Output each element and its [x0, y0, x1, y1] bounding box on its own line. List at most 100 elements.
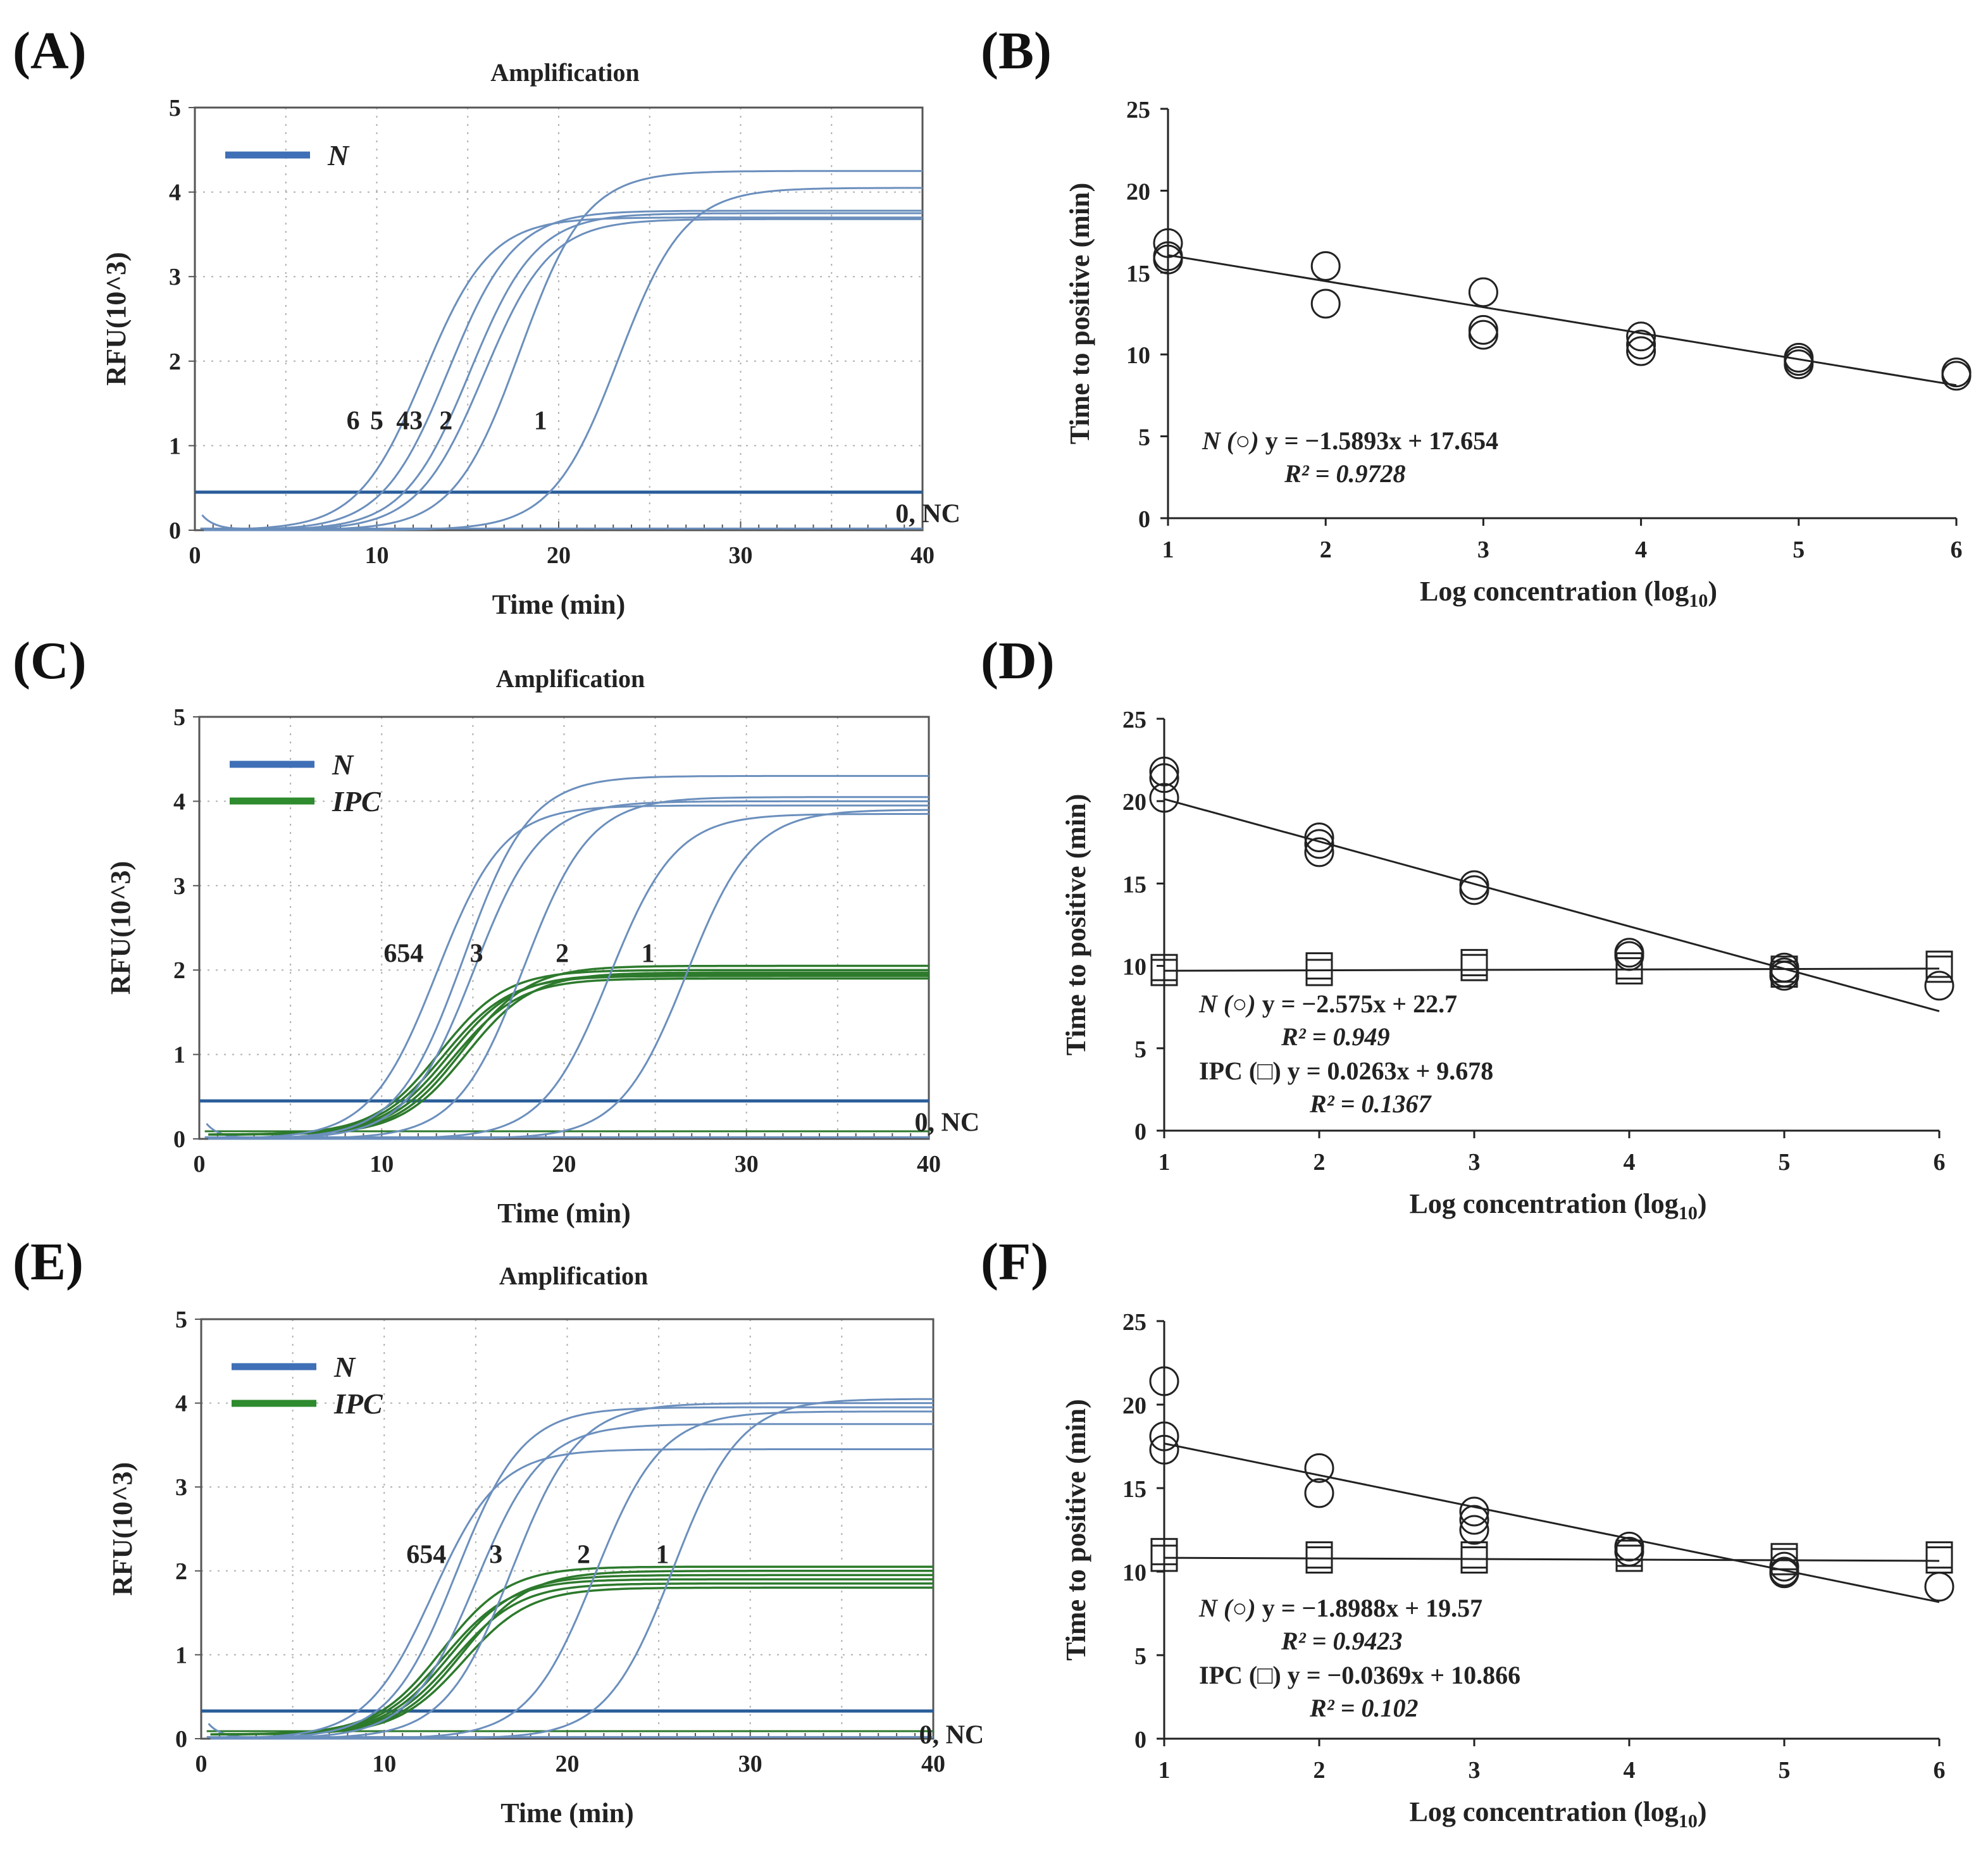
y-tick-label: 10: [1126, 342, 1150, 369]
legend-label: IPC: [332, 785, 382, 817]
x-tick-label: 20: [547, 542, 571, 569]
data-point-ipc: [1925, 950, 1953, 978]
n-curve-4: [210, 1423, 933, 1740]
n-curve-1: [204, 187, 923, 531]
n-curve-4: [204, 212, 923, 531]
y-tick-label: 15: [1122, 871, 1146, 898]
data-point-n: [1459, 1515, 1489, 1545]
curve-label: 1: [642, 940, 655, 969]
data-point-n: [1304, 1478, 1334, 1508]
curve-label: 3: [489, 1540, 502, 1569]
y-tick-label: 3: [173, 873, 185, 900]
y-tick-label: 0: [1134, 1727, 1146, 1753]
ipc-curve: [208, 974, 929, 1136]
n-curve-1: [208, 809, 929, 1140]
curve-label: 1: [655, 1540, 669, 1569]
data-point-ipc: [1305, 959, 1333, 986]
legend-label: N: [327, 139, 350, 171]
data-point-ipc: [1460, 948, 1488, 976]
amplification-chart-c: (C) Amplification 0 10 20 30 40 0 1 2 3 4 5 Time (min…: [13, 631, 979, 1229]
curve-label: 3: [470, 940, 483, 969]
data-point-n: [1149, 1366, 1179, 1396]
curve-label: 2: [439, 406, 452, 435]
y-tick-label: 1: [169, 433, 181, 459]
x-tick-label: 1: [1162, 537, 1174, 563]
x-tick-label: 10: [370, 1151, 394, 1177]
ipc-curve: [210, 1565, 933, 1736]
x-tick-label: 1: [1159, 1149, 1171, 1176]
x-tick-label: 4: [1624, 1149, 1636, 1176]
y-tick-label: 5: [173, 704, 185, 731]
y-tick-label: 20: [1122, 1393, 1146, 1419]
x-tick-label: 30: [729, 542, 753, 569]
y-tick-label: 5: [169, 95, 181, 121]
y-tick-label: 5: [175, 1307, 187, 1333]
y-tick-label: 10: [1122, 954, 1146, 981]
n-curve-6: [204, 216, 923, 531]
legend-label: IPC: [333, 1388, 383, 1420]
r-squared-ipc: R² = 0.1367: [1309, 1090, 1432, 1118]
r-squared-n: R² = 0.9423: [1281, 1627, 1402, 1655]
ipc-curve: [208, 969, 929, 1136]
n-curve-5: [210, 1406, 933, 1740]
y-tick-label: 0: [173, 1126, 185, 1153]
data-point-ipc: [1925, 1546, 1953, 1574]
r-squared-n: R² = 0.949: [1281, 1022, 1389, 1051]
curve-label: 654: [383, 940, 423, 969]
data-point-n: [1468, 277, 1498, 307]
y-tick-label: 0: [1138, 506, 1150, 533]
curve-label: 6: [347, 406, 360, 435]
x-tick-label: 1: [1159, 1757, 1171, 1784]
data-point-ipc: [1305, 1546, 1333, 1574]
curve-label: 5: [370, 406, 383, 435]
data-point-n: [1153, 228, 1183, 258]
x-axis-label: Log concentration (log10): [1420, 576, 1717, 611]
n-curve-6: [208, 804, 929, 1140]
curve-label: 0, NC: [919, 1720, 985, 1749]
x-axis-label: Time (min): [497, 1198, 631, 1229]
data-point-ipc: [1770, 960, 1798, 988]
data-point-ipc: [1770, 1548, 1798, 1575]
y-axis-label: Time to positive (min): [1060, 794, 1091, 1056]
x-tick-label: 6: [1934, 1757, 1946, 1784]
data-point-n: [1149, 1434, 1179, 1465]
data-point-ipc: [1460, 953, 1488, 981]
x-tick-label: 5: [1779, 1149, 1791, 1176]
regression-line-n: [1164, 798, 1940, 1012]
x-tick-label: 5: [1779, 1757, 1791, 1784]
equation-ipc: IPC (□) y = −0.0369x + 10.866: [1199, 1661, 1520, 1689]
x-tick-label: 20: [552, 1151, 576, 1177]
regression-chart-f: (F) 0 5 10 15 20 25 1 2 3 4 5 6 Log concentration (lo…: [981, 1233, 1954, 1832]
data-point-n: [1459, 1505, 1489, 1535]
data-point-n: [1924, 1572, 1954, 1602]
data-point-ipc: [1925, 1541, 1953, 1569]
data-point-n: [1941, 361, 1972, 391]
x-tick-label: 6: [1934, 1149, 1946, 1176]
curve-label: 2: [577, 1540, 590, 1569]
x-tick-label: 40: [917, 1151, 941, 1177]
chart-title: Amplification: [499, 1262, 649, 1290]
x-tick-label: 3: [1469, 1757, 1481, 1784]
x-tick-label: 0: [196, 1751, 208, 1777]
x-tick-label: 40: [921, 1751, 945, 1777]
x-tick-label: 3: [1469, 1149, 1481, 1176]
data-point-n: [1149, 783, 1179, 813]
regression-chart-b: (B) 0 5 10 15 20 25 1 2 3 4 5 6 Log concentration (lo…: [981, 22, 1972, 611]
x-tick-label: 2: [1320, 537, 1332, 563]
legend-label: N: [333, 1351, 356, 1383]
y-tick-label: 0: [175, 1726, 187, 1753]
x-tick-label: 4: [1624, 1757, 1636, 1784]
y-tick-label: 0: [169, 518, 181, 544]
x-tick-label: 20: [556, 1751, 580, 1777]
y-tick-label: 3: [169, 264, 181, 290]
y-tick-label: 25: [1122, 707, 1146, 733]
equation-n: N (○) y = −2.575x + 22.7: [1198, 990, 1457, 1018]
x-tick-label: 2: [1314, 1757, 1326, 1784]
plot-frame: [200, 1318, 935, 1740]
plot-frame: [198, 716, 930, 1140]
y-tick-label: 5: [1134, 1036, 1146, 1063]
ipc-curve: [208, 973, 929, 1136]
data-point-n: [1614, 941, 1644, 971]
regression-line-ipc: [1164, 1556, 1940, 1562]
regression-line-n: [1164, 1443, 1940, 1603]
